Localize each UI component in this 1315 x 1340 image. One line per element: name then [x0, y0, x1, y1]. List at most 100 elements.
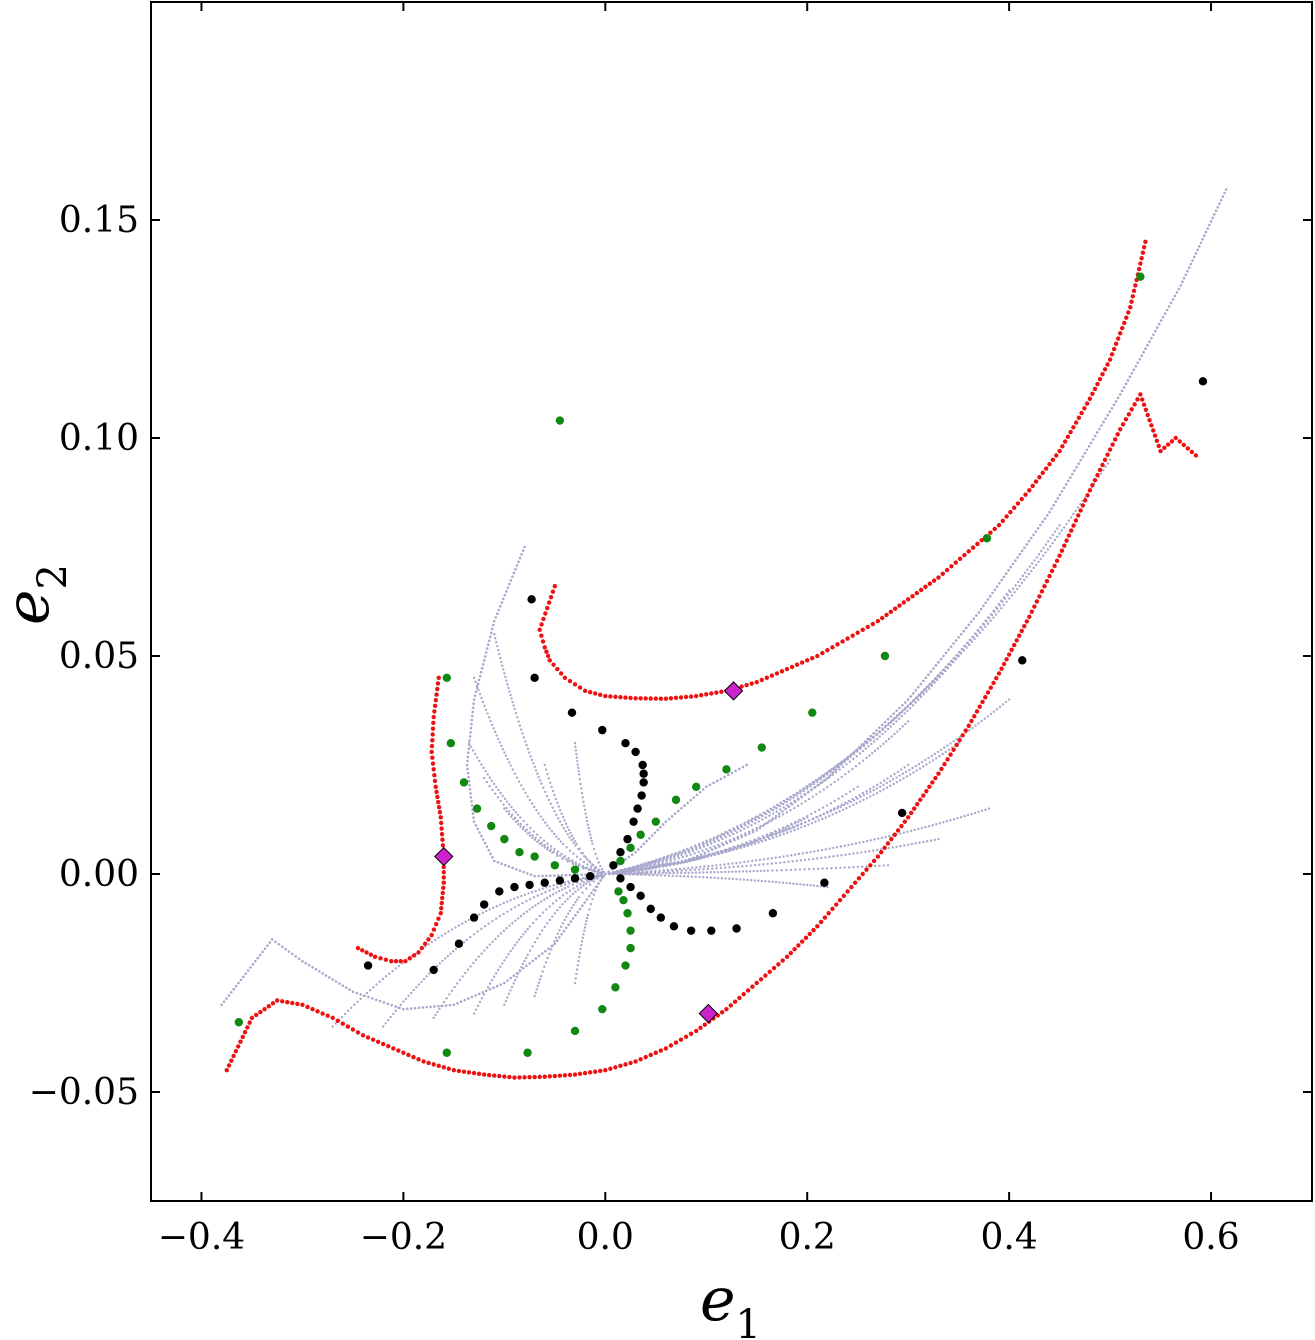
- lavender-point: [467, 918, 471, 922]
- lavender-point: [745, 870, 748, 873]
- lavender-point: [1159, 319, 1163, 322]
- red-point: [653, 696, 658, 701]
- lavender-point: [498, 915, 502, 918]
- red-point: [386, 1044, 391, 1049]
- lavender-point: [840, 760, 843, 763]
- lavender-point: [1062, 526, 1066, 529]
- lavender-point: [502, 929, 506, 933]
- lavender-point: [845, 792, 848, 796]
- red-point: [767, 969, 772, 974]
- lavender-point: [470, 800, 473, 803]
- black-point: [768, 909, 778, 918]
- lavender-point: [676, 854, 680, 858]
- lavender-point: [639, 863, 642, 866]
- lavender-point: [734, 870, 738, 873]
- lavender-point: [486, 986, 490, 989]
- red-point: [461, 1069, 467, 1074]
- red-point: [776, 962, 781, 967]
- lavender-point: [789, 868, 793, 872]
- lavender-point: [891, 719, 894, 722]
- lavender-point: [878, 735, 881, 738]
- lavender-point: [548, 918, 551, 922]
- lavender-point: [869, 738, 872, 741]
- lavender-point: [814, 820, 817, 824]
- lavender-point: [474, 823, 478, 827]
- lavender-point: [324, 974, 328, 977]
- lavender-point: [1001, 703, 1005, 706]
- lavender-point: [742, 843, 745, 846]
- red-point: [355, 945, 361, 951]
- green-point: [651, 817, 660, 826]
- lavender-point: [832, 768, 836, 771]
- lavender-point: [510, 697, 513, 700]
- lavender-point: [569, 920, 573, 923]
- red-point: [434, 789, 439, 795]
- lavender-point: [832, 855, 835, 858]
- lavender-point: [657, 862, 660, 865]
- lavender-point: [770, 819, 774, 822]
- lavender-point: [658, 864, 662, 867]
- black-point: [623, 834, 632, 844]
- lavender-point: [653, 831, 657, 835]
- lavender-point: [538, 933, 542, 936]
- green-point: [472, 804, 482, 813]
- lavender-point: [480, 696, 483, 700]
- lavender-point: [467, 751, 470, 755]
- lavender-point: [595, 857, 599, 860]
- lavender-point: [747, 819, 750, 822]
- lavender-point: [775, 869, 779, 872]
- lavender-point: [713, 836, 716, 839]
- lavender-point: [566, 860, 569, 863]
- red-point: [527, 1074, 532, 1080]
- lavender-point: [473, 752, 477, 756]
- lavender-point: [650, 834, 654, 837]
- red-point: [572, 1072, 578, 1077]
- lavender-point: [642, 867, 646, 871]
- red-point: [744, 682, 749, 688]
- lavender-point: [724, 850, 728, 854]
- lavender-point: [849, 800, 852, 804]
- lavender-point: [552, 832, 556, 836]
- lavender-point: [821, 867, 824, 870]
- lavender-point: [783, 861, 786, 864]
- lavender-point: [581, 876, 585, 880]
- green-point: [982, 534, 992, 543]
- red-point: [1129, 407, 1134, 412]
- lavender-point: [834, 866, 838, 870]
- lavender-point: [687, 850, 691, 854]
- lavender-point: [412, 988, 415, 992]
- lavender-point: [1058, 532, 1061, 535]
- lavender-point: [633, 868, 636, 872]
- lavender-point: [541, 911, 545, 914]
- red-point: [1097, 376, 1103, 382]
- lavender-point: [387, 1019, 390, 1022]
- red-point: [936, 771, 941, 776]
- lavender-point: [872, 735, 875, 738]
- lavender-point: [548, 889, 551, 892]
- lavender-point: [675, 874, 678, 878]
- lavender-point: [980, 809, 984, 812]
- red-point: [441, 880, 446, 885]
- red-point: [1008, 509, 1013, 515]
- lavender-point: [524, 791, 527, 795]
- lavender-point: [460, 922, 464, 925]
- lavender-point: [803, 858, 807, 862]
- lavender-point: [702, 868, 705, 871]
- red-point: [966, 723, 971, 728]
- red-point: [1019, 628, 1024, 634]
- lavender-point: [1208, 223, 1211, 227]
- lavender-point: [741, 865, 744, 868]
- lavender-point: [429, 1005, 432, 1009]
- lavender-point: [663, 874, 667, 877]
- red-point: [623, 1062, 628, 1067]
- lavender-point: [906, 830, 909, 833]
- lavender-point: [502, 901, 505, 905]
- lavender-point: [872, 793, 875, 796]
- lavender-point: [378, 999, 382, 1003]
- lavender-point: [977, 611, 981, 614]
- lavender-point: [830, 767, 834, 770]
- lavender-point: [1051, 541, 1054, 545]
- lavender-point: [898, 711, 902, 715]
- lavender-point: [493, 730, 497, 734]
- lavender-point: [634, 850, 637, 854]
